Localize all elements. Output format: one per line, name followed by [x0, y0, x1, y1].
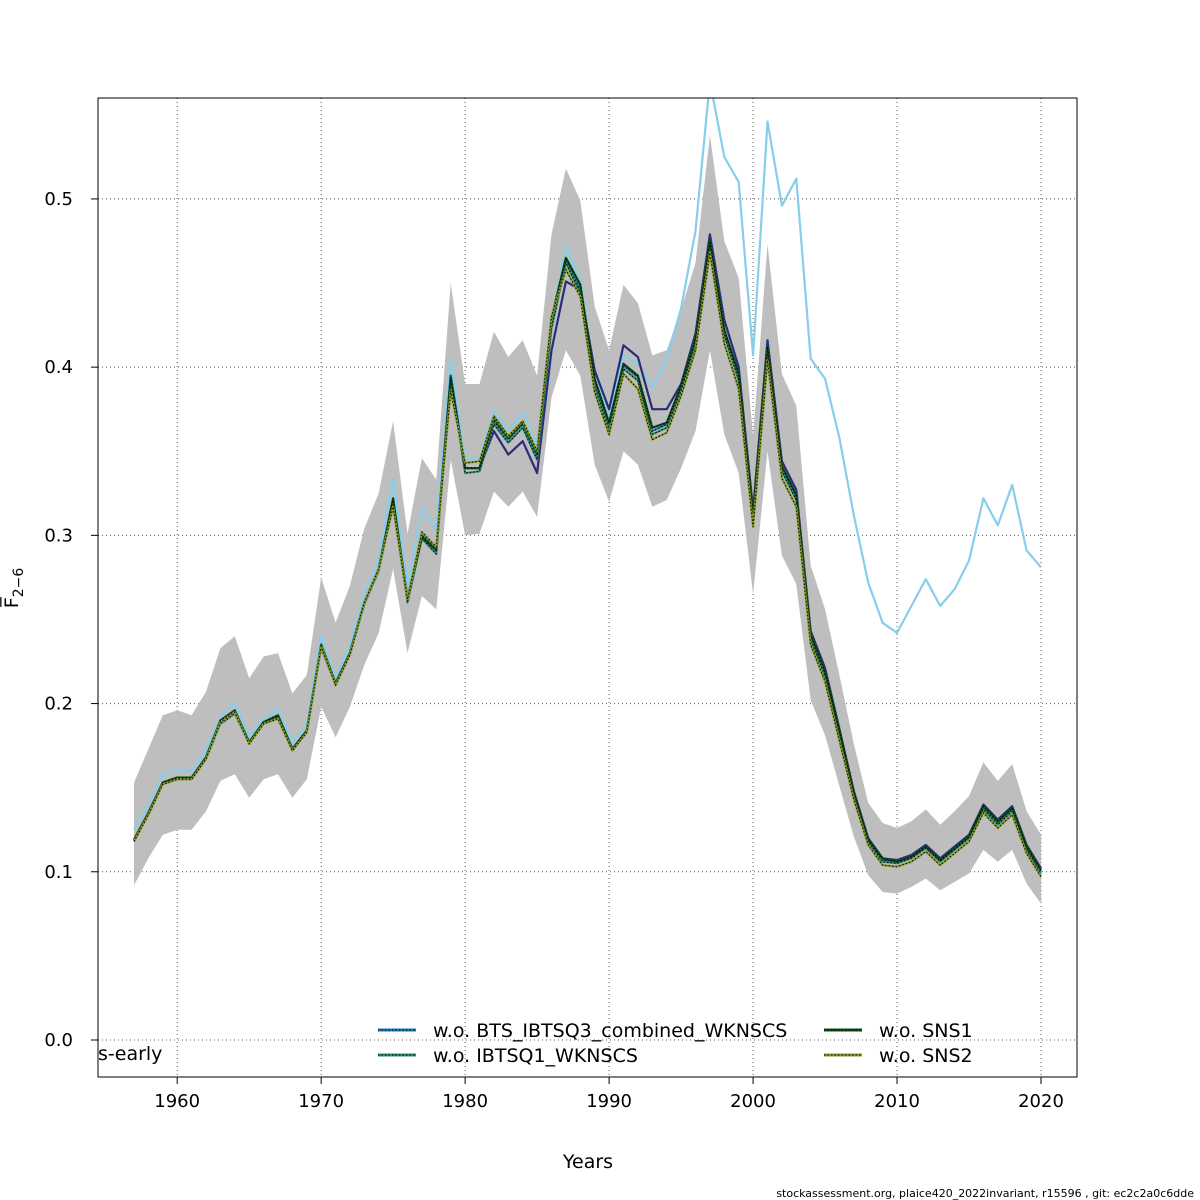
y-tick-label: 0.0: [44, 1030, 73, 1051]
y-tick-label: 0.2: [44, 694, 73, 715]
y-axis-title-main: F̅: [0, 596, 23, 608]
x-tick-label: 1990: [586, 1091, 632, 1112]
series-lines: [133, 98, 1042, 878]
confidence-band-area: [134, 135, 1041, 904]
legend-item: w.o. BTS_IBTSQ3_combined_WKNSCS: [378, 1020, 787, 1042]
x-axis-title: Years: [562, 1151, 613, 1173]
confidence-band: [134, 135, 1041, 904]
plot-frame: [97, 97, 1078, 1078]
y-tick-label: 0.3: [44, 525, 73, 546]
x-tick-label: 2010: [874, 1091, 920, 1112]
legend-item: w.o. SNS1: [824, 1020, 973, 1042]
legend-item: w.o. SNS2: [824, 1045, 973, 1067]
legend: w.o. BTS_IBTSQ3_combined_WKNSCS w.o. IBTS…: [378, 1020, 973, 1067]
y-axis-title: F̅2−6: [0, 568, 27, 609]
x-tick-label: 1960: [154, 1091, 200, 1112]
legend-label: w.o. BTS_IBTSQ3_combined_WKNSCS: [433, 1020, 787, 1042]
x-tick-label: 1980: [442, 1091, 488, 1112]
x-tick-label: 2000: [730, 1091, 776, 1112]
x-axis: 1960 1970 1980 1990 2000 2010 2020: [154, 1077, 1064, 1112]
y-tick-label: 0.5: [44, 189, 73, 210]
corner-label: s-early: [98, 1043, 162, 1065]
x-tick-label: 1970: [298, 1091, 344, 1112]
y-tick-label: 0.1: [44, 862, 73, 883]
series-line-5-dots: [133, 252, 1042, 878]
y-axis-title-subscript: 2−6: [11, 568, 27, 598]
footer-caption: stockassessment.org, plaice420_2022invar…: [776, 1187, 1194, 1200]
legend-item: w.o. IBTSQ1_WKNSCS: [378, 1045, 638, 1067]
x-tick-label: 2020: [1018, 1091, 1064, 1112]
legend-label: w.o. SNS1: [879, 1020, 973, 1042]
y-tick-label: 0.4: [44, 357, 73, 378]
legend-label: w.o. IBTSQ1_WKNSCS: [433, 1045, 638, 1067]
y-axis: 0.0 0.1 0.2 0.3 0.4 0.5: [44, 189, 98, 1051]
legend-label: w.o. SNS2: [879, 1045, 973, 1067]
